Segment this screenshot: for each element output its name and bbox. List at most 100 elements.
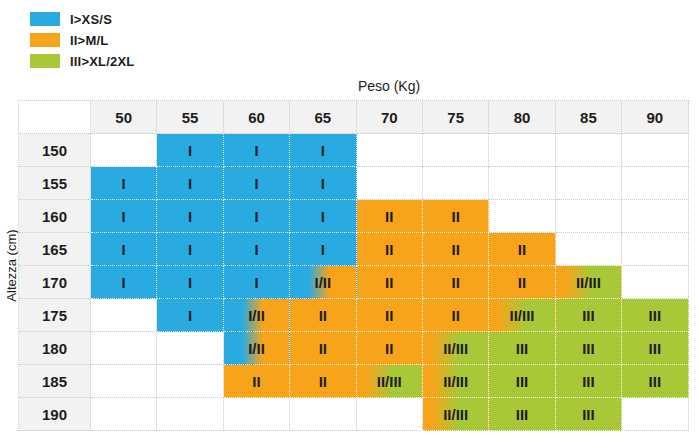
size-cell bbox=[622, 200, 688, 233]
legend-item-label: III>XL/2XL bbox=[70, 54, 135, 69]
size-cell bbox=[157, 332, 223, 365]
y-axis-title: Altezza (cm) bbox=[4, 100, 19, 431]
size-cell: III bbox=[556, 398, 622, 431]
size-cell bbox=[622, 398, 688, 431]
size-cell: III bbox=[556, 332, 622, 365]
size-cell: I bbox=[91, 167, 157, 200]
size-cell: I bbox=[157, 167, 223, 200]
size-cell: I bbox=[290, 233, 356, 266]
size-cell bbox=[622, 266, 688, 299]
row-header: 175 bbox=[19, 299, 91, 332]
size-cell: I bbox=[224, 200, 290, 233]
size-cell: II bbox=[290, 365, 356, 398]
size-cell bbox=[556, 200, 622, 233]
size-cell bbox=[91, 365, 157, 398]
legend-item: I>XS/S bbox=[30, 12, 135, 26]
size-cell: II/III bbox=[423, 332, 489, 365]
size-cell: II bbox=[357, 299, 423, 332]
size-cell bbox=[91, 398, 157, 431]
row-header: 190 bbox=[19, 398, 91, 431]
size-cell: I bbox=[91, 200, 157, 233]
legend: I>XS/S II>M/L III>XL/2XL bbox=[30, 12, 135, 75]
size-cell: I bbox=[224, 233, 290, 266]
column-header: 65 bbox=[290, 101, 356, 134]
size-cell: II bbox=[489, 266, 555, 299]
row-header: 170 bbox=[19, 266, 91, 299]
size-cell: II bbox=[357, 233, 423, 266]
size-cell bbox=[556, 233, 622, 266]
size-cell bbox=[489, 134, 555, 167]
legend-swatch-icon bbox=[30, 54, 60, 68]
size-cell bbox=[622, 167, 688, 200]
column-header: 55 bbox=[157, 101, 223, 134]
size-cell: II/III bbox=[489, 299, 555, 332]
size-cell: II bbox=[423, 266, 489, 299]
size-table: 505560657075808590150III155IIII160IIIIII… bbox=[18, 100, 689, 431]
size-cell bbox=[224, 398, 290, 431]
size-cell: II/III bbox=[556, 266, 622, 299]
size-cell: I/II bbox=[224, 332, 290, 365]
row-header: 180 bbox=[19, 332, 91, 365]
size-cell: I/II bbox=[290, 266, 356, 299]
size-cell: I bbox=[157, 200, 223, 233]
legend-swatch-icon bbox=[30, 33, 60, 47]
size-cell: II bbox=[423, 200, 489, 233]
size-cell: I/II bbox=[224, 299, 290, 332]
size-cell: I bbox=[91, 266, 157, 299]
size-cell: III bbox=[622, 365, 688, 398]
size-cell bbox=[157, 398, 223, 431]
size-cell bbox=[489, 167, 555, 200]
size-cell: I bbox=[290, 200, 356, 233]
size-cell: I bbox=[157, 134, 223, 167]
size-cell: I bbox=[157, 266, 223, 299]
row-header: 150 bbox=[19, 134, 91, 167]
size-cell: II bbox=[224, 365, 290, 398]
size-cell: I bbox=[290, 134, 356, 167]
size-cell: II bbox=[423, 233, 489, 266]
size-cell bbox=[91, 134, 157, 167]
size-cell: I bbox=[157, 299, 223, 332]
size-cell bbox=[157, 365, 223, 398]
column-header: 90 bbox=[622, 101, 688, 134]
size-cell: III bbox=[556, 299, 622, 332]
size-cell: III bbox=[556, 365, 622, 398]
legend-item: II>M/L bbox=[30, 33, 135, 47]
size-cell: II bbox=[357, 266, 423, 299]
size-cell bbox=[489, 200, 555, 233]
legend-item-label: II>M/L bbox=[70, 33, 108, 48]
size-cell: II bbox=[357, 332, 423, 365]
row-header: 160 bbox=[19, 200, 91, 233]
size-cell: II/III bbox=[357, 365, 423, 398]
axis-corner-cell bbox=[19, 101, 91, 134]
size-cell bbox=[91, 299, 157, 332]
size-cell bbox=[290, 398, 356, 431]
size-cell bbox=[622, 134, 688, 167]
size-cell: III bbox=[489, 332, 555, 365]
column-header: 70 bbox=[357, 101, 423, 134]
size-cell: I bbox=[224, 266, 290, 299]
x-axis-title: Peso (Kg) bbox=[90, 78, 688, 94]
size-cell: II/III bbox=[423, 398, 489, 431]
legend-item-label: I>XS/S bbox=[70, 12, 112, 27]
column-header: 50 bbox=[91, 101, 157, 134]
size-cell bbox=[622, 233, 688, 266]
row-header: 155 bbox=[19, 167, 91, 200]
size-cell: III bbox=[622, 332, 688, 365]
size-cell bbox=[357, 134, 423, 167]
size-cell: I bbox=[91, 233, 157, 266]
size-cell: III bbox=[622, 299, 688, 332]
column-header: 85 bbox=[556, 101, 622, 134]
size-chart: I>XS/S II>M/L III>XL/2XL Peso (Kg) Altezza… bbox=[0, 0, 700, 444]
row-header: 185 bbox=[19, 365, 91, 398]
column-header: 75 bbox=[423, 101, 489, 134]
size-cell: III bbox=[489, 365, 555, 398]
size-cell: I bbox=[224, 167, 290, 200]
size-cell bbox=[423, 134, 489, 167]
column-header: 80 bbox=[489, 101, 555, 134]
legend-swatch-icon bbox=[30, 12, 60, 26]
size-cell bbox=[357, 167, 423, 200]
size-cell bbox=[556, 167, 622, 200]
size-cell: II bbox=[423, 299, 489, 332]
size-cell bbox=[91, 332, 157, 365]
size-cell bbox=[423, 167, 489, 200]
